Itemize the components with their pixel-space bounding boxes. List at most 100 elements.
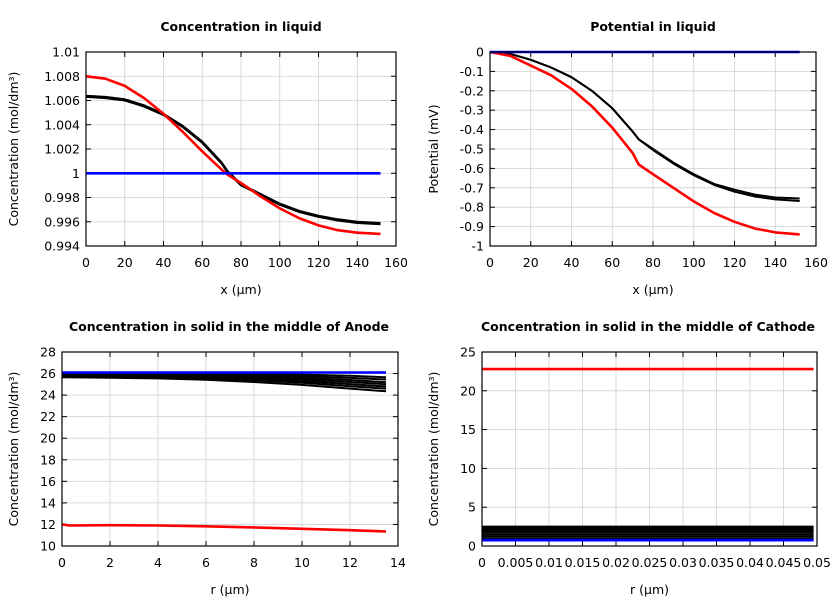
x-tick-label: 0.025 [632,555,668,570]
y-tick-label: 18 [40,452,56,467]
y-tick-label: -0.7 [460,180,484,195]
x-tick-label: 0 [58,555,66,570]
y-tick-label: 14 [40,495,56,510]
y-tick-label: -0.8 [460,200,484,215]
y-tick-label: 20 [40,431,56,446]
x-tick-label: 160 [384,255,408,270]
x-tick-label: 100 [268,255,292,270]
x-tick-label: 0 [486,255,494,270]
x-tick-label: 0.045 [766,555,802,570]
x-tick-label: 0.05 [803,555,831,570]
y-tick-label: 22 [40,409,56,424]
y-tick-label: -0.4 [460,122,484,137]
plot-3: 0 0.005 0.01 0.015 0.02 0.025 0.03 0.035 0.04 0.0… [426,319,831,597]
x-tick-label: 12 [342,555,358,570]
series-line-1 [489,51,800,202]
y-tick-label: 0 [468,539,476,554]
series-line-6 [61,376,387,393]
y-axis-label: Potential (mV) [426,104,441,193]
x-tick-label: 0 [478,555,486,570]
series-line-0 [489,51,800,200]
y-tick-label: 15 [460,422,476,437]
series-line-7 [61,523,387,533]
y-tick-label: 5 [468,500,476,515]
chart-title: Concentration in solid in the middle of … [69,319,389,334]
x-axis-label: x (µm) [632,282,673,297]
x-tick-label: 160 [804,255,828,270]
y-tick-label: 16 [40,474,56,489]
y-tick-label: -0.6 [460,161,484,176]
y-tick-label: 20 [460,383,476,398]
y-tick-label: 10 [460,461,476,476]
plot-frame [85,51,397,247]
y-tick-label: 26 [40,366,56,381]
x-tick-label: 120 [307,255,331,270]
y-tick-label: 0.996 [44,214,80,229]
x-tick-label: 40 [156,255,172,270]
y-tick-label: 28 [40,345,56,360]
y-tick-label: -1 [472,239,484,254]
x-tick-label: 60 [194,255,210,270]
y-tick-label: 1 [72,166,80,181]
x-tick-label: 0.005 [498,555,534,570]
x-tick-label: 2 [106,555,114,570]
series-line-0 [85,95,381,226]
x-tick-label: 60 [604,255,620,270]
y-axis-label: Concentration (mol/dm³) [6,372,21,527]
y-axis-label: Concentration (mol/dm³) [426,372,441,527]
x-tick-label: 4 [154,555,162,570]
y-tick-label: 1.006 [44,93,80,108]
plot-1: 0 20 40 60 80 100 120 140 160 -1 -0.9 -0.8 -0.7 -0.6 -… [426,19,828,297]
y-tick-label: 1.002 [44,142,80,157]
series-line-2 [489,50,800,236]
x-tick-label: 20 [117,255,133,270]
chart-title: Concentration in liquid [160,19,321,34]
chart-title: Concentration in solid in the middle of … [481,319,815,334]
y-tick-label: 1.008 [44,69,80,84]
chart-title: Potential in liquid [590,19,716,34]
y-axis-label: Concentration (mol/dm³) [6,72,21,227]
x-tick-label: 20 [523,255,539,270]
y-tick-label: -0.2 [460,83,484,98]
x-tick-label: 140 [763,255,787,270]
x-tick-label: 120 [723,255,747,270]
y-tick-label: 0.994 [44,239,80,254]
x-tick-label: 0.04 [736,555,764,570]
y-tick-label: -0.3 [460,103,484,118]
y-tick-label: -0.1 [460,64,484,79]
x-tick-label: 140 [345,255,369,270]
y-tick-label: 24 [40,388,56,403]
x-tick-label: 10 [294,555,310,570]
plot-frame [61,351,399,547]
y-tick-label: 1.01 [52,45,80,60]
x-tick-label: 0.035 [699,555,735,570]
y-tick-label: -0.9 [460,219,484,234]
x-tick-label: 8 [250,555,258,570]
y-tick-label: 12 [40,517,56,532]
x-tick-label: 80 [645,255,661,270]
x-axis-label: r (µm) [630,582,669,597]
x-tick-label: 100 [682,255,706,270]
x-tick-label: 40 [564,255,580,270]
x-tick-label: 0.02 [602,555,630,570]
y-tick-label: 10 [40,539,56,554]
x-axis-label: x (µm) [220,282,261,297]
x-tick-label: 80 [233,255,249,270]
y-tick-label: 25 [460,345,476,360]
y-tick-label: -0.5 [460,142,484,157]
y-tick-label: 0.998 [44,190,80,205]
series-line-1 [85,94,381,224]
x-tick-label: 0.01 [535,555,563,570]
x-tick-label: 0.03 [669,555,697,570]
y-tick-label: 1.004 [44,117,80,132]
x-axis-label: r (µm) [211,582,250,597]
x-tick-label: 14 [390,555,406,570]
x-tick-label: 0 [82,255,90,270]
y-tick-label: 0 [476,45,484,60]
x-tick-label: 0.015 [565,555,601,570]
plot-2: 0 2 4 6 8 10 12 1410121416182022242628Concentra… [6,319,406,597]
plot-0: 0 20 40 60 80 100 120 140 160 0.994 0.996 0.998 1 1.0… [6,19,408,297]
series-line-5 [61,375,387,390]
plot-frame [489,51,817,247]
